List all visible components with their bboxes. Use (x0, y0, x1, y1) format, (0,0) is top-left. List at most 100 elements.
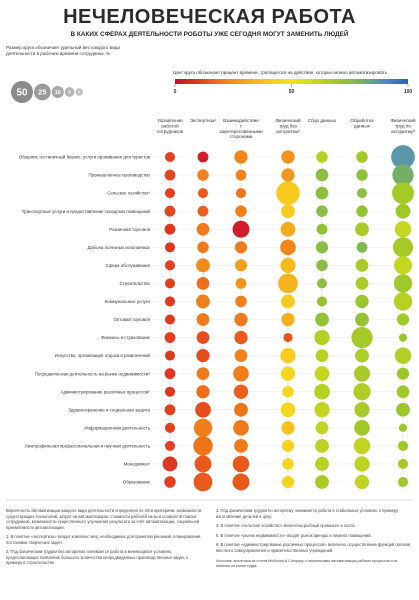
data-bubble (235, 188, 247, 199)
data-bubble (395, 203, 411, 219)
data-bubble (164, 476, 176, 488)
footnotes-left: Вероятность автоматизации каждого вида д… (6, 508, 204, 570)
data-bubble (164, 278, 176, 289)
data-bubble (280, 239, 296, 256)
color-legend-bar (175, 79, 408, 84)
data-bubble (354, 402, 370, 418)
data-bubble (232, 220, 250, 238)
data-bubble (193, 418, 213, 438)
data-bubble (314, 329, 330, 346)
data-bubble (197, 169, 209, 181)
data-bubble (397, 458, 409, 469)
footnotes-right: 3. Под физическим трудом по алгоритму по… (216, 508, 412, 573)
data-bubble (280, 348, 296, 364)
data-bubble (314, 366, 330, 382)
data-bubble (193, 472, 213, 492)
data-bubble (316, 223, 328, 235)
size-legend-circle (51, 85, 64, 99)
data-bubble (281, 312, 295, 327)
data-bubble (234, 349, 248, 362)
footnote: 6. В понятие «администрирование различны… (216, 542, 411, 553)
data-bubble (234, 312, 248, 327)
data-bubble (280, 402, 296, 418)
row-label: Образование (123, 480, 151, 485)
data-bubble (353, 437, 371, 455)
size-legend-circle (64, 87, 75, 97)
source-note: Источник: аналитика из отчета McKinsey &… (216, 559, 398, 568)
data-bubble (281, 168, 295, 182)
data-bubble (398, 423, 408, 432)
data-bubble (393, 274, 413, 293)
data-bubble (398, 333, 408, 342)
data-bubble (316, 151, 328, 163)
data-bubble (315, 421, 329, 435)
data-bubble (282, 385, 294, 398)
row-label: Коммунальные услуги (105, 299, 151, 304)
data-bubble (164, 296, 176, 307)
footnote: Вероятность автоматизации каждого вида д… (6, 508, 202, 530)
data-bubble (164, 151, 176, 163)
size-legend-circle (34, 83, 51, 101)
footnote: 2. Под физическим трудом без алгоритма п… (6, 549, 189, 566)
data-bubble (235, 205, 247, 217)
data-bubble (392, 182, 414, 205)
page-title: НЕЧЕЛОВЕЧЕСКАЯ РАБОТА (63, 6, 356, 28)
data-bubble (393, 256, 413, 275)
row-label: Администрирование различных процессов⁶ (61, 389, 151, 394)
data-bubble (391, 145, 415, 169)
row-label: Здравоохранение и социальная защита (68, 407, 150, 412)
data-bubble (355, 222, 369, 237)
size-legend-circle (75, 88, 84, 96)
data-bubble (164, 440, 176, 451)
footnote: 1. В понятие «экспертиза» входит комплек… (6, 534, 202, 545)
row-label: Искусство, организация отдыха и развлече… (55, 353, 151, 358)
data-bubble (232, 455, 250, 473)
data-bubble (234, 150, 248, 164)
column-header: Взаимодействие с заинтересованными сторонам… (219, 117, 263, 139)
data-bubble (195, 401, 211, 418)
data-bubble (356, 169, 368, 181)
column-header: Сбор данных (308, 118, 337, 123)
data-bubble (392, 164, 414, 186)
data-bubble (355, 348, 369, 363)
data-bubble (281, 421, 295, 435)
data-bubble (235, 169, 247, 181)
data-bubble (196, 313, 210, 326)
data-bubble (394, 220, 412, 238)
data-bubble (164, 368, 176, 380)
data-bubble (196, 331, 210, 344)
data-bubble (197, 205, 209, 217)
data-bubble (316, 259, 328, 272)
footnote: 4. В понятие «сельское хозяйство» включе… (216, 523, 356, 529)
data-bubble (196, 222, 210, 236)
data-bubble (164, 205, 176, 217)
data-bubble (197, 188, 209, 199)
size-legend-label: 2 (78, 90, 80, 94)
data-bubble (282, 458, 294, 470)
color-legend-tick-label: 0 (174, 89, 177, 95)
data-bubble (396, 313, 410, 326)
data-bubble (356, 205, 368, 217)
data-bubble (234, 330, 248, 345)
data-bubble (315, 186, 329, 200)
data-bubble (164, 422, 176, 433)
data-bubble (197, 241, 209, 254)
data-bubble (234, 259, 248, 272)
data-bubble (164, 404, 176, 416)
data-bubble (196, 258, 210, 273)
data-bubble (316, 278, 328, 289)
data-bubble (316, 205, 328, 217)
data-bubble (396, 402, 410, 417)
data-bubble (397, 476, 409, 488)
data-bubble (355, 294, 369, 309)
size-legend-label: 10 (55, 90, 61, 96)
data-bubble (354, 474, 370, 490)
data-bubble (314, 402, 330, 418)
data-bubble (355, 312, 369, 327)
data-bubble (356, 188, 368, 199)
data-bubble (193, 436, 213, 456)
data-bubble (394, 347, 412, 364)
size-legend-label: 5 (68, 90, 71, 95)
